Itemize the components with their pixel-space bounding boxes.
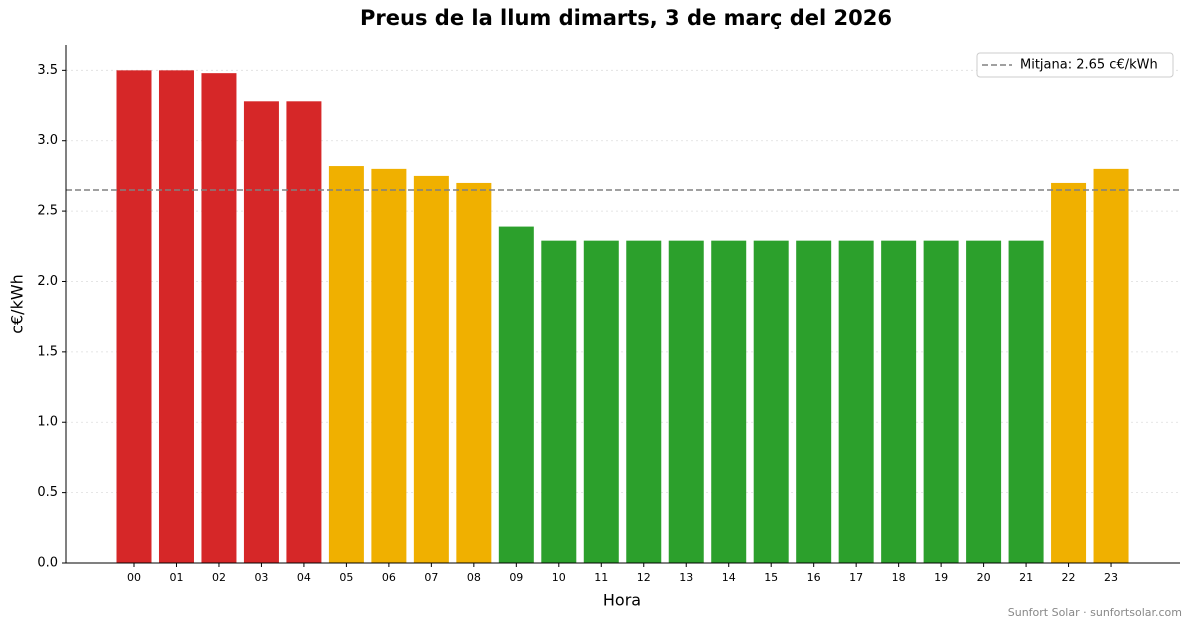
y-tick-label: 0.0 (37, 556, 58, 571)
x-tick-label: 01 (169, 571, 183, 584)
bar (286, 101, 322, 563)
bar (881, 240, 917, 564)
bar (626, 240, 662, 564)
bar (498, 226, 534, 563)
bar (201, 73, 237, 564)
bar (711, 240, 747, 564)
bar (243, 101, 279, 563)
bar (1008, 240, 1044, 564)
y-tick-label: 1.0 (37, 415, 58, 430)
x-tick-label: 09 (509, 571, 523, 584)
y-tick-label: 1.5 (37, 344, 58, 359)
bar (541, 240, 577, 564)
x-tick-label: 13 (679, 571, 693, 584)
bar (328, 166, 364, 563)
bar (413, 175, 449, 564)
bar (456, 182, 492, 563)
x-tick-label: 06 (382, 571, 396, 584)
bar (371, 168, 407, 563)
footer: Sunfort Solar · sunfortsolar.com (1008, 606, 1182, 619)
chart-title: Preus de la llum dimarts, 3 de març del … (360, 6, 892, 30)
x-tick-label: 22 (1062, 571, 1076, 584)
x-tick-label: 08 (467, 571, 481, 584)
bar (923, 240, 959, 564)
x-tick-label: 05 (339, 571, 353, 584)
x-axis-label: Hora (603, 591, 641, 610)
x-tick-label: 21 (1019, 571, 1033, 584)
bar (1093, 168, 1129, 563)
x-tick-label: 18 (892, 571, 906, 584)
x-tick-label: 12 (637, 571, 651, 584)
bar (668, 240, 704, 564)
x-tick-label: 16 (807, 571, 821, 584)
legend-label: Mitjana: 2.65 c€/kWh (1020, 58, 1158, 73)
x-tick-label: 10 (552, 571, 566, 584)
x-tick-label: 07 (424, 571, 438, 584)
x-tick-label: 14 (722, 571, 736, 584)
x-tick-label: 19 (934, 571, 948, 584)
x-tick-label: 04 (297, 571, 311, 584)
x-tick-label: 15 (764, 571, 778, 584)
x-tick-label: 03 (254, 571, 268, 584)
bar (966, 240, 1002, 564)
x-tick-label: 20 (977, 571, 991, 584)
x-tick-label: 23 (1104, 571, 1118, 584)
y-tick-label: 3.0 (37, 133, 58, 148)
y-axis-label: c€/kWh (8, 274, 27, 334)
bar (158, 70, 194, 563)
y-tick-label: 3.5 (37, 63, 58, 78)
legend-box (976, 52, 1174, 78)
y-tick-label: 2.5 (37, 204, 58, 219)
bar (753, 240, 789, 564)
y-tick-label: 2.0 (37, 274, 58, 289)
bar (116, 70, 152, 563)
bar (838, 240, 874, 564)
bar (583, 240, 619, 564)
x-tick-label: 02 (212, 571, 226, 584)
x-tick-label: 11 (594, 571, 608, 584)
y-tick-label: 0.5 (37, 485, 58, 500)
x-tick-label: 17 (849, 571, 863, 584)
x-tick-label: 00 (127, 571, 141, 584)
bar (1051, 182, 1087, 563)
bar (796, 240, 832, 564)
